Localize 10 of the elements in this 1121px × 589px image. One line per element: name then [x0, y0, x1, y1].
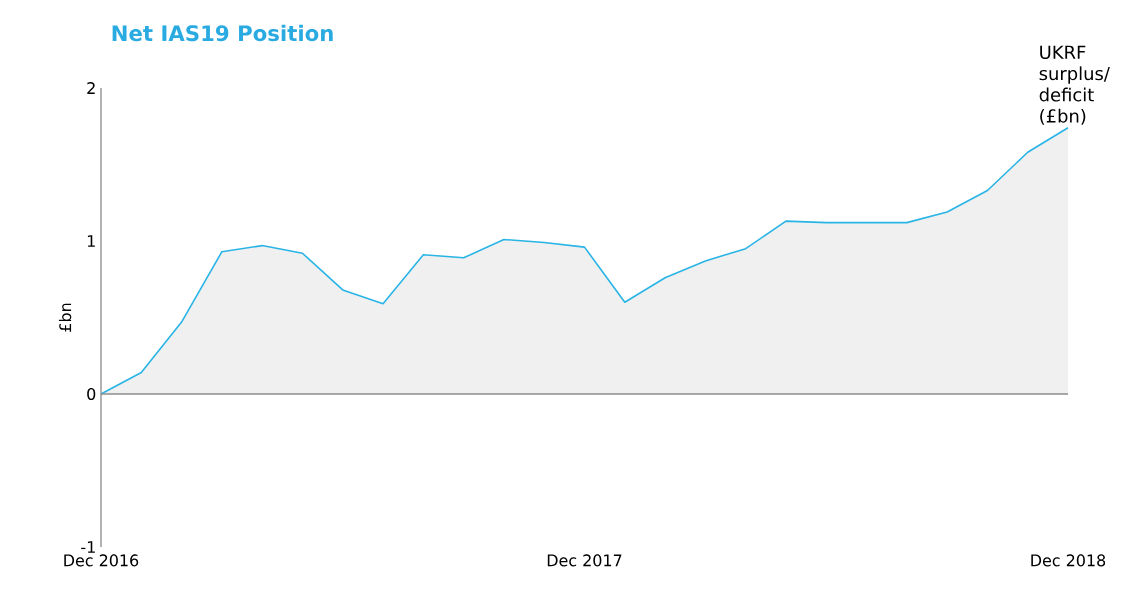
x-tick-label: Dec 2016 — [64, 554, 139, 567]
y-tick-label: -1 — [81, 541, 95, 553]
y-tick-label: 0 — [87, 387, 96, 401]
chart-title: Net IAS19 Position — [112, 24, 333, 42]
y-tick-label: 2 — [87, 82, 95, 94]
y-axis-title: £bn — [58, 303, 72, 332]
y-tick-label: 1 — [87, 235, 95, 247]
x-tick-label: Dec 2017 — [547, 554, 622, 567]
series-label: UKRF surplus/ deficit (£bn) — [1039, 45, 1110, 125]
x-tick-label: Dec 2018 — [1031, 554, 1106, 567]
